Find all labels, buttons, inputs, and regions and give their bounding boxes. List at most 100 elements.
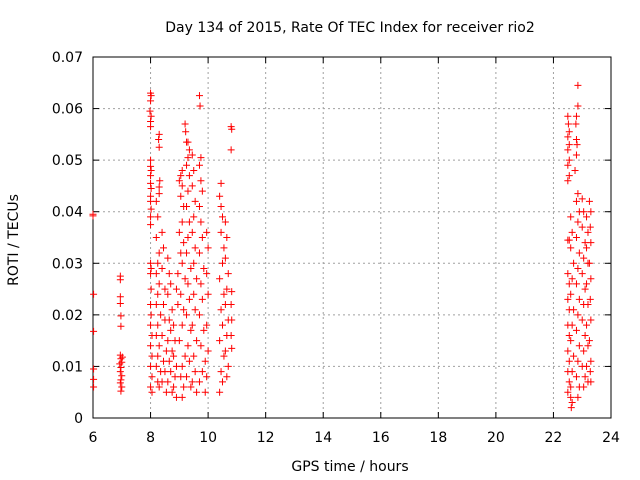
data-point xyxy=(565,128,573,136)
data-point xyxy=(201,357,209,365)
data-point xyxy=(184,342,192,350)
data-point xyxy=(564,295,572,303)
data-point xyxy=(147,112,155,120)
data-point xyxy=(155,280,163,288)
data-point xyxy=(157,311,165,319)
data-point xyxy=(187,326,195,334)
data-point xyxy=(118,372,126,380)
data-point xyxy=(182,128,190,136)
data-point xyxy=(203,373,211,381)
y-tick-label: 0.01 xyxy=(52,359,83,375)
data-point xyxy=(180,239,188,247)
data-point xyxy=(578,270,586,278)
data-point xyxy=(574,218,582,226)
data-point xyxy=(170,383,178,391)
data-point xyxy=(160,244,168,252)
data-point xyxy=(154,259,162,267)
data-point xyxy=(564,177,572,185)
data-point xyxy=(564,120,572,128)
data-point xyxy=(147,259,155,267)
data-point xyxy=(587,357,595,365)
data-point xyxy=(586,368,594,376)
data-point xyxy=(155,249,163,257)
data-point xyxy=(172,285,180,293)
data-point xyxy=(587,239,595,247)
data-point xyxy=(152,197,160,205)
data-point xyxy=(197,154,205,162)
data-point xyxy=(117,376,125,384)
data-point xyxy=(174,270,182,278)
data-point xyxy=(185,218,193,226)
data-point xyxy=(574,393,582,401)
data-point xyxy=(580,347,588,355)
x-tick-label: 14 xyxy=(314,430,332,446)
data-point xyxy=(565,357,573,365)
data-point xyxy=(117,355,125,363)
data-point xyxy=(160,301,168,309)
data-point xyxy=(567,393,575,401)
data-point xyxy=(223,285,231,293)
data-point xyxy=(89,212,97,220)
data-point xyxy=(564,161,572,169)
data-point xyxy=(156,177,164,185)
data-point xyxy=(164,337,172,345)
data-point xyxy=(90,365,98,373)
data-point xyxy=(216,275,224,283)
data-point xyxy=(174,301,182,309)
data-point xyxy=(217,306,225,314)
data-point xyxy=(574,357,582,365)
data-point xyxy=(201,388,209,396)
y-tick-label: 0.07 xyxy=(52,50,83,66)
data-point xyxy=(580,208,588,216)
data-point xyxy=(583,244,591,252)
data-point xyxy=(200,264,208,272)
data-point xyxy=(181,275,189,283)
data-point xyxy=(585,259,593,267)
data-point xyxy=(564,388,572,396)
data-point xyxy=(570,306,578,314)
data-point xyxy=(583,321,591,329)
y-tick-label: 0 xyxy=(74,411,83,427)
data-point xyxy=(147,179,155,187)
data-point xyxy=(586,223,594,231)
data-points xyxy=(89,81,595,412)
data-point xyxy=(567,213,575,221)
data-point xyxy=(580,254,588,262)
data-point xyxy=(216,388,224,396)
data-point xyxy=(581,285,589,293)
data-point xyxy=(216,337,224,345)
data-point xyxy=(575,342,583,350)
data-point xyxy=(572,112,580,120)
data-point xyxy=(90,383,98,391)
data-point xyxy=(177,172,185,180)
data-point xyxy=(584,342,592,350)
data-point xyxy=(147,185,155,193)
data-point xyxy=(223,234,231,241)
data-point xyxy=(155,136,163,144)
data-point xyxy=(158,228,166,236)
data-point xyxy=(168,388,176,396)
data-point xyxy=(224,270,232,278)
data-point xyxy=(585,337,593,345)
data-point xyxy=(219,321,226,329)
data-point xyxy=(147,383,155,391)
data-point xyxy=(217,368,225,376)
data-point xyxy=(90,327,98,335)
data-point xyxy=(165,316,173,324)
data-point xyxy=(565,172,573,180)
data-point xyxy=(219,259,226,267)
y-tick-label: 0.02 xyxy=(52,308,83,324)
data-point xyxy=(573,141,581,149)
data-point xyxy=(90,290,98,298)
data-point xyxy=(200,326,208,334)
data-point xyxy=(585,197,593,205)
data-point xyxy=(190,213,198,221)
y-tick-label: 0.06 xyxy=(52,102,83,118)
data-point xyxy=(152,301,160,309)
data-point xyxy=(204,244,212,252)
data-point xyxy=(147,221,155,229)
data-point xyxy=(158,264,166,272)
data-point xyxy=(183,311,191,319)
data-point xyxy=(198,368,206,376)
data-point xyxy=(183,203,191,211)
